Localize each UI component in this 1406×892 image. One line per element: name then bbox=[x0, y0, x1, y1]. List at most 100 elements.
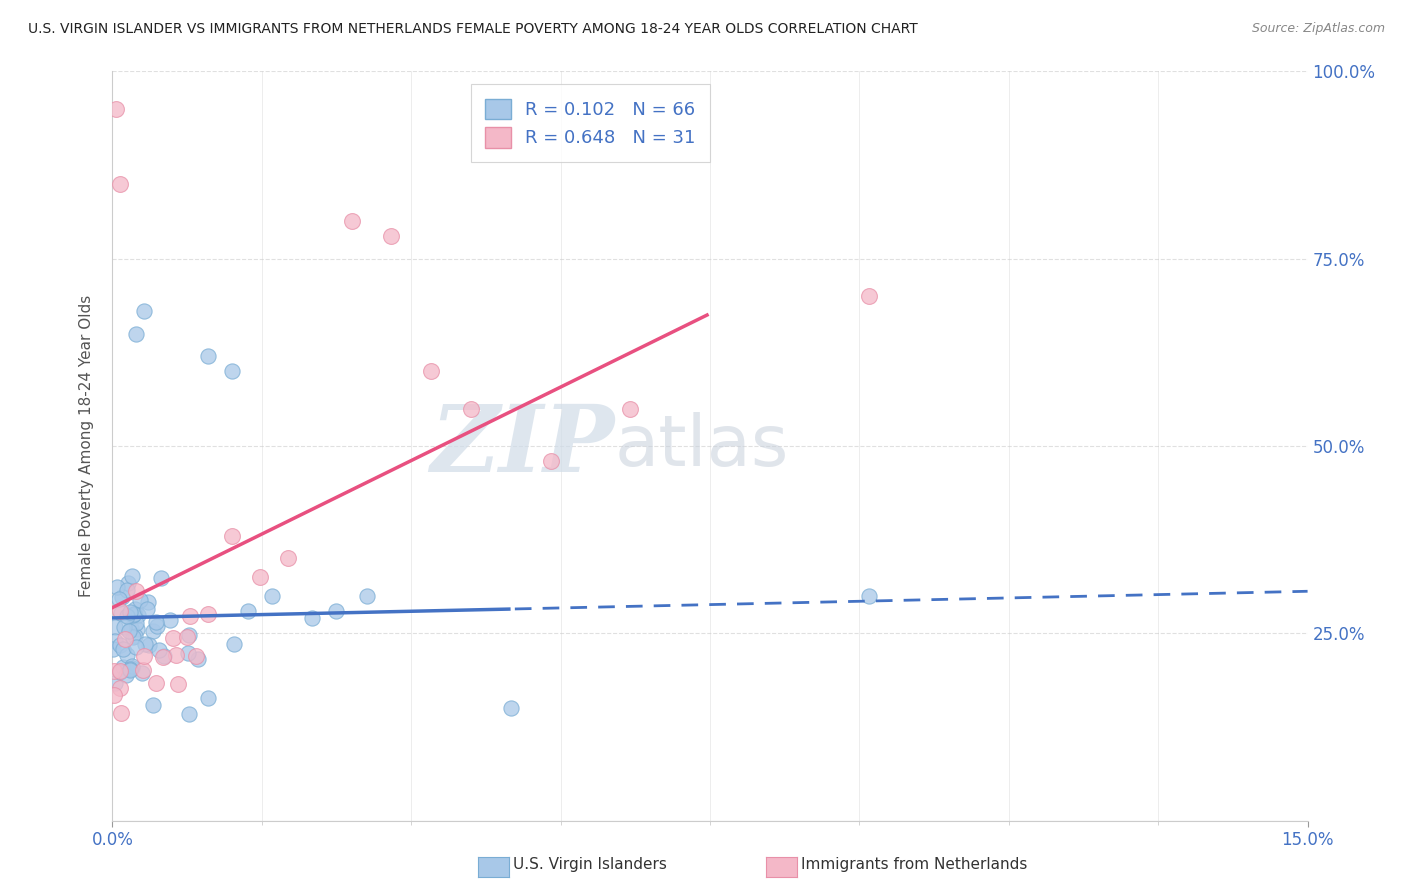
Text: U.S. VIRGIN ISLANDER VS IMMIGRANTS FROM NETHERLANDS FEMALE POVERTY AMONG 18-24 Y: U.S. VIRGIN ISLANDER VS IMMIGRANTS FROM … bbox=[28, 22, 918, 37]
Point bbox=[148, 642, 170, 657]
Text: Immigrants from Netherlands: Immigrants from Netherlands bbox=[801, 857, 1028, 871]
Point bbox=[165, 648, 187, 662]
Point bbox=[127, 607, 149, 622]
Point bbox=[460, 401, 482, 416]
Point bbox=[145, 618, 167, 632]
Text: atlas: atlas bbox=[614, 411, 789, 481]
Point bbox=[540, 454, 562, 468]
Point bbox=[125, 640, 148, 655]
Point bbox=[122, 630, 145, 644]
Point bbox=[127, 622, 149, 636]
Point bbox=[197, 607, 219, 621]
Point bbox=[114, 620, 136, 634]
Point bbox=[134, 648, 156, 663]
Point bbox=[124, 629, 146, 643]
Point bbox=[128, 593, 150, 607]
Point bbox=[104, 634, 127, 648]
Point bbox=[177, 647, 200, 661]
Point bbox=[176, 630, 198, 644]
Point bbox=[135, 602, 157, 616]
Point bbox=[858, 289, 880, 303]
Point bbox=[111, 641, 134, 656]
Point bbox=[249, 570, 271, 584]
Point bbox=[125, 584, 148, 599]
Point bbox=[104, 620, 127, 634]
Point bbox=[125, 615, 148, 630]
Point bbox=[115, 648, 138, 663]
Point bbox=[197, 691, 219, 706]
Y-axis label: Female Poverty Among 18-24 Year Olds: Female Poverty Among 18-24 Year Olds bbox=[79, 295, 94, 597]
Point bbox=[114, 632, 136, 647]
Point bbox=[108, 681, 131, 695]
Point bbox=[121, 661, 143, 675]
Point bbox=[108, 591, 131, 606]
Point bbox=[167, 677, 190, 691]
Point bbox=[197, 349, 219, 363]
Point bbox=[120, 662, 142, 676]
Point bbox=[124, 602, 146, 616]
Point bbox=[221, 529, 243, 543]
Point bbox=[153, 649, 176, 664]
Point bbox=[858, 589, 880, 603]
Point bbox=[325, 604, 347, 618]
Point bbox=[110, 177, 132, 191]
Point bbox=[122, 607, 145, 622]
Point bbox=[145, 676, 167, 690]
Point bbox=[177, 627, 200, 641]
Text: Source: ZipAtlas.com: Source: ZipAtlas.com bbox=[1251, 22, 1385, 36]
Point bbox=[118, 663, 141, 677]
Point bbox=[104, 676, 127, 690]
Point bbox=[149, 571, 172, 585]
Point bbox=[121, 608, 143, 623]
Point bbox=[619, 401, 641, 416]
Point bbox=[115, 668, 138, 682]
Point bbox=[111, 590, 134, 604]
Point bbox=[145, 615, 167, 629]
Point bbox=[108, 665, 131, 680]
Legend: R = 0.102   N = 66, R = 0.648   N = 31: R = 0.102 N = 66, R = 0.648 N = 31 bbox=[471, 84, 710, 162]
Point bbox=[103, 688, 125, 702]
Point bbox=[380, 229, 402, 244]
Text: U.S. Virgin Islanders: U.S. Virgin Islanders bbox=[513, 857, 666, 871]
Point bbox=[340, 214, 363, 228]
Point bbox=[179, 608, 201, 623]
Text: ZIP: ZIP bbox=[430, 401, 614, 491]
Point bbox=[108, 665, 131, 679]
Point bbox=[224, 637, 246, 651]
Point bbox=[110, 706, 132, 720]
Point bbox=[142, 698, 165, 712]
Point bbox=[159, 613, 181, 627]
Point bbox=[118, 606, 141, 620]
Point bbox=[121, 569, 143, 583]
Point bbox=[187, 652, 209, 666]
Point bbox=[134, 637, 156, 651]
Point bbox=[236, 604, 259, 618]
Point bbox=[136, 595, 159, 609]
Point bbox=[152, 650, 174, 665]
Point bbox=[499, 701, 522, 715]
Point bbox=[125, 326, 148, 341]
Point bbox=[132, 663, 155, 677]
Point bbox=[112, 660, 135, 674]
Point bbox=[131, 665, 153, 680]
Point bbox=[103, 665, 125, 679]
Point bbox=[177, 707, 200, 722]
Point bbox=[142, 624, 165, 639]
Point bbox=[108, 604, 131, 618]
Point bbox=[103, 641, 125, 656]
Point bbox=[118, 624, 141, 639]
Point bbox=[105, 581, 128, 595]
Point bbox=[110, 606, 132, 620]
Point bbox=[277, 551, 299, 566]
Point bbox=[260, 589, 283, 603]
Point bbox=[162, 631, 184, 645]
Point bbox=[221, 364, 243, 378]
Point bbox=[120, 621, 142, 635]
Point bbox=[184, 649, 207, 664]
Point bbox=[115, 609, 138, 624]
Point bbox=[108, 638, 131, 652]
Point bbox=[138, 638, 160, 652]
Point bbox=[105, 102, 128, 116]
Point bbox=[134, 304, 156, 318]
Point bbox=[117, 576, 139, 591]
